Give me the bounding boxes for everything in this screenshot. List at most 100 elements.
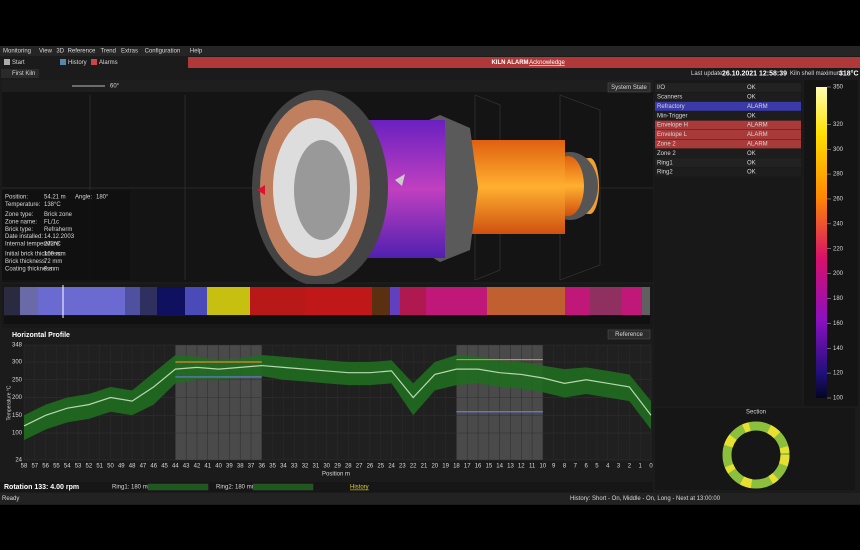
x-tick-label: 40 [215, 464, 222, 470]
x-tick-label: 9 [552, 464, 556, 470]
info-value: 0 mm [44, 266, 59, 272]
x-tick-label: 25 [377, 464, 384, 470]
kiln-3d [252, 90, 599, 286]
temperature-band [24, 354, 651, 441]
state-row [655, 158, 801, 168]
temperature-mean [23, 364, 652, 427]
x-tick-label: 3 [617, 464, 621, 470]
x-tick-label: 52 [86, 464, 93, 470]
x-tick-label: 57 [31, 464, 38, 470]
last-update: 26.10.2021 12:58:39 [722, 70, 787, 77]
zone-segment[interactable] [38, 287, 125, 315]
toolbar-button[interactable]: History [68, 60, 87, 66]
reference-label[interactable]: Reference [615, 332, 643, 338]
zone-segment[interactable] [622, 287, 642, 315]
x-tick-label: 54 [64, 464, 71, 470]
x-tick-label: 53 [75, 464, 82, 470]
state-name: Zone 2 [657, 141, 676, 147]
menu-item[interactable]: View [39, 49, 53, 55]
state-row [655, 101, 801, 111]
x-tick-label: 4 [606, 464, 610, 470]
state-row [655, 92, 801, 102]
x-tick-label: 2 [628, 464, 632, 470]
x-tick-label: 13 [507, 464, 514, 470]
zone-segment[interactable] [250, 287, 305, 315]
profile-title: Horizontal Profile [12, 332, 70, 339]
colorbar-label: 120 [833, 371, 844, 377]
colorbar-label: 300 [833, 147, 844, 153]
toolbar-icon[interactable] [91, 59, 97, 65]
history-link[interactable]: History [350, 485, 369, 491]
zone-segment[interactable] [4, 287, 20, 315]
menu-item[interactable]: Trend [101, 49, 116, 55]
x-tick-label: 45 [161, 464, 168, 470]
zone-segment[interactable] [157, 287, 185, 315]
menu-item[interactable]: Reference [68, 49, 96, 55]
state-value: ALARM [747, 104, 768, 110]
zone-segment[interactable] [305, 287, 372, 315]
x-tick-label: 1 [639, 464, 643, 470]
menu-item[interactable]: Monitoring [3, 49, 31, 55]
zone-segment[interactable] [125, 287, 140, 315]
state-name: I/O [657, 85, 665, 91]
menu-item[interactable]: 3D [56, 49, 64, 55]
x-tick-label: 17 [464, 464, 471, 470]
zone-segment[interactable] [487, 287, 565, 315]
x-tick-label: 51 [96, 464, 103, 470]
info-label: Date installed: [5, 234, 43, 240]
ring2: Ring2: 180 mm [216, 485, 257, 491]
info-panel [2, 190, 130, 280]
x-tick-label: 20 [431, 464, 438, 470]
alarm-banner[interactable] [188, 57, 860, 68]
x-tick-label: 26 [367, 464, 374, 470]
tab-label[interactable]: First Kiln [12, 71, 35, 77]
y-tick-label: 250 [12, 377, 23, 383]
menu-bar [0, 46, 860, 56]
x-tick-label: 48 [129, 464, 136, 470]
x-tick-label: 31 [313, 464, 320, 470]
zone-segment[interactable] [390, 287, 400, 315]
reference-button[interactable] [607, 329, 651, 340]
toolbar-icon[interactable] [4, 59, 10, 65]
zone-segment[interactable] [185, 287, 207, 315]
system-state-label[interactable]: System State [611, 85, 647, 91]
system-state-button[interactable] [607, 82, 651, 93]
toolbar-button[interactable]: Start [12, 60, 25, 66]
zone-segment[interactable] [140, 287, 157, 315]
state-value: OK [747, 85, 756, 91]
zone-segment[interactable] [565, 287, 590, 315]
zone-segment[interactable] [20, 287, 38, 315]
x-tick-label: 44 [172, 464, 179, 470]
x-tick-label: 19 [442, 464, 449, 470]
info-value: 54.21 m [44, 195, 66, 201]
menu-item[interactable]: Extras [121, 49, 138, 55]
zone-segment[interactable] [426, 287, 487, 315]
info-label: Internal temperature: [5, 241, 61, 247]
x-tick-label: 12 [518, 464, 525, 470]
menu-item[interactable]: Configuration [145, 49, 181, 55]
zone-segment[interactable] [590, 287, 622, 315]
tab[interactable] [1, 69, 39, 78]
x-tick-label: 21 [421, 464, 428, 470]
menu-item[interactable]: Help [190, 49, 203, 55]
state-value: ALARM [747, 132, 768, 138]
x-tick-label: 58 [21, 464, 28, 470]
ring1: Ring1: 180 mm [112, 485, 153, 491]
shell-max-label: Kiln shell maximum: [790, 71, 844, 77]
x-tick-label: 0 [649, 464, 653, 470]
state-value: OK [747, 151, 756, 157]
state-value: OK [747, 160, 756, 166]
alarm-title: KILN ALARM [491, 60, 528, 66]
x-tick-label: 10 [540, 464, 547, 470]
zone-segment[interactable] [207, 287, 250, 315]
x-tick-label: 5 [595, 464, 599, 470]
state-name: Envelope L [657, 132, 688, 138]
toolbar-icon[interactable] [60, 59, 66, 65]
zone-segment[interactable] [642, 287, 650, 315]
alarm-acknowledge[interactable]: Acknowledge [529, 60, 565, 66]
x-tick-label: 37 [248, 464, 255, 470]
toolbar-button[interactable]: Alarms [99, 60, 118, 66]
colorbar-label: 220 [833, 246, 844, 252]
zone-segment[interactable] [400, 287, 426, 315]
zone-segment[interactable] [372, 287, 390, 315]
